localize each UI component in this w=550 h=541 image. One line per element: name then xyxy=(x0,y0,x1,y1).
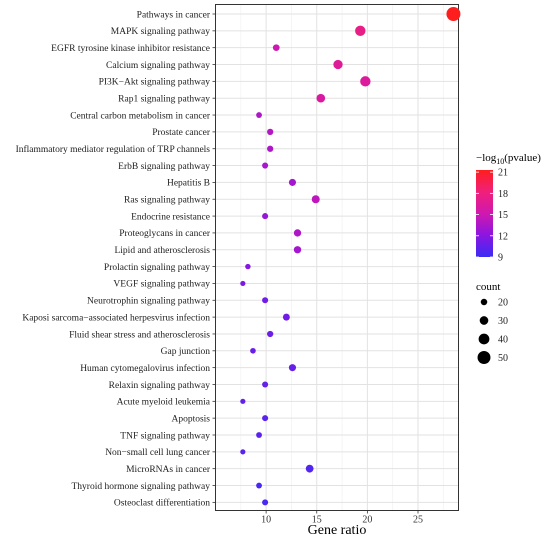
category-label: Relaxin signaling pathway xyxy=(109,381,211,391)
data-point xyxy=(293,246,302,254)
category-label: Non−small cell lung cancer xyxy=(105,448,211,458)
category-label: Prostate cancer xyxy=(152,128,211,138)
data-point xyxy=(262,162,269,169)
data-point xyxy=(262,415,269,422)
data-point xyxy=(240,398,246,404)
x-tick-label: 15 xyxy=(312,515,322,526)
size-legend: count 20 30 40 50 xyxy=(476,281,508,364)
x-tick-label: 10 xyxy=(261,515,271,526)
category-label: ErbB signaling pathway xyxy=(118,162,210,172)
data-point xyxy=(262,297,269,304)
category-label: MicroRNAs in cancer xyxy=(126,465,211,475)
size-legend-label: 20 xyxy=(498,298,508,309)
size-legend-label: 50 xyxy=(498,353,508,364)
data-point xyxy=(446,7,461,21)
data-point xyxy=(272,44,280,52)
category-label: Calcium signaling pathway xyxy=(106,61,210,71)
size-legend-label: 30 xyxy=(498,316,508,327)
x-tick-label: 25 xyxy=(413,515,423,526)
color-tick-label: 18 xyxy=(498,189,508,200)
category-label: Ras signaling pathway xyxy=(124,196,210,206)
category-label: TNF signaling pathway xyxy=(120,431,210,441)
category-label: EGFR tyrosine kinase inhibitor resistanc… xyxy=(51,44,210,54)
data-point xyxy=(293,229,302,237)
x-tick-label: 20 xyxy=(362,515,372,526)
data-point xyxy=(262,381,269,388)
category-label: Proteoglycans in cancer xyxy=(119,229,211,239)
data-point xyxy=(256,482,262,489)
category-label: Central carbon metabolism in cancer xyxy=(70,111,211,121)
size-legend-dot xyxy=(478,333,490,345)
data-point xyxy=(245,263,251,270)
color-legend: −log10(pvalue) 21 18 15 12 9 xyxy=(476,152,541,264)
data-point xyxy=(250,347,256,354)
category-label: Inflammatory mediator regulation of TRP … xyxy=(16,144,211,155)
color-tick-label: 15 xyxy=(498,210,508,221)
category-label: Acute myeloid leukemia xyxy=(117,398,211,408)
color-tick-label: 21 xyxy=(498,168,508,179)
data-point xyxy=(240,280,246,287)
category-label: MAPK signaling pathway xyxy=(111,27,210,37)
category-label: PI3K−Akt signaling pathway xyxy=(99,78,211,88)
data-point xyxy=(240,449,246,455)
category-label: Human cytomegalovirus infection xyxy=(80,363,210,374)
data-point xyxy=(288,178,297,186)
size-legend-label: 40 xyxy=(498,335,508,346)
data-point xyxy=(311,195,320,204)
color-tick-label: 12 xyxy=(498,231,508,242)
category-label: Apoptosis xyxy=(171,414,210,424)
category-label: Lipid and atherosclerosis xyxy=(114,246,210,256)
data-point xyxy=(282,313,290,321)
color-legend-title: −log10(pvalue) xyxy=(476,152,541,166)
category-label: Osteoclast differentiation xyxy=(114,498,210,509)
category-label: Gap junction xyxy=(161,347,211,357)
category-label: Endocrine resistance xyxy=(131,212,210,222)
plot-frame xyxy=(215,4,459,511)
x-axis-title: Gene ratio xyxy=(308,523,367,538)
data-point xyxy=(267,128,274,136)
category-label: Prolactin signaling pathway xyxy=(104,263,210,273)
data-point xyxy=(267,330,274,338)
category-label: VEGF signaling pathway xyxy=(113,280,210,290)
category-label: Neurotrophin signaling pathway xyxy=(87,297,210,307)
color-bar xyxy=(476,170,493,257)
size-legend-dot xyxy=(480,298,488,306)
data-point xyxy=(288,364,297,372)
data-point xyxy=(333,59,343,70)
category-label: Fluid shear stress and atherosclerosis xyxy=(69,330,210,340)
category-label: Rap1 signaling pathway xyxy=(118,95,210,105)
category-label: Pathways in cancer xyxy=(137,10,211,20)
category-label: Kaposi sarcoma−associated herpesvirus in… xyxy=(22,312,210,323)
category-label: Hepatitis B xyxy=(167,179,210,189)
data-point xyxy=(267,145,274,152)
size-legend-dot xyxy=(479,316,489,325)
data-point xyxy=(262,499,269,506)
data-point xyxy=(316,93,326,103)
size-legend-dot xyxy=(477,351,491,364)
data-point xyxy=(355,25,366,37)
color-tick-label: 9 xyxy=(498,253,503,264)
data-point xyxy=(256,112,262,118)
data-point xyxy=(256,432,262,438)
size-legend-title: count xyxy=(476,281,500,293)
data-point xyxy=(262,213,269,220)
data-point xyxy=(360,76,371,87)
category-label: Thyroid hormone signaling pathway xyxy=(71,482,210,492)
data-point xyxy=(305,464,314,473)
